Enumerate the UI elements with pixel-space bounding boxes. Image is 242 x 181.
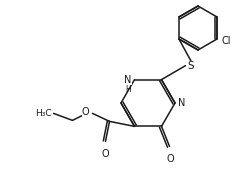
Text: O: O [102, 149, 109, 159]
Text: N: N [124, 75, 131, 85]
Text: O: O [167, 154, 174, 164]
Text: S: S [188, 61, 194, 71]
Text: H: H [126, 85, 131, 94]
Text: H₃C: H₃C [35, 109, 52, 118]
Text: Cl: Cl [221, 36, 231, 46]
Text: O: O [82, 107, 90, 117]
Text: N: N [178, 98, 185, 108]
